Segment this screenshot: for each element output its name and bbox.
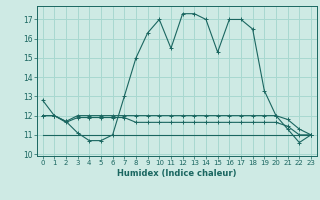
X-axis label: Humidex (Indice chaleur): Humidex (Indice chaleur) [117,169,236,178]
